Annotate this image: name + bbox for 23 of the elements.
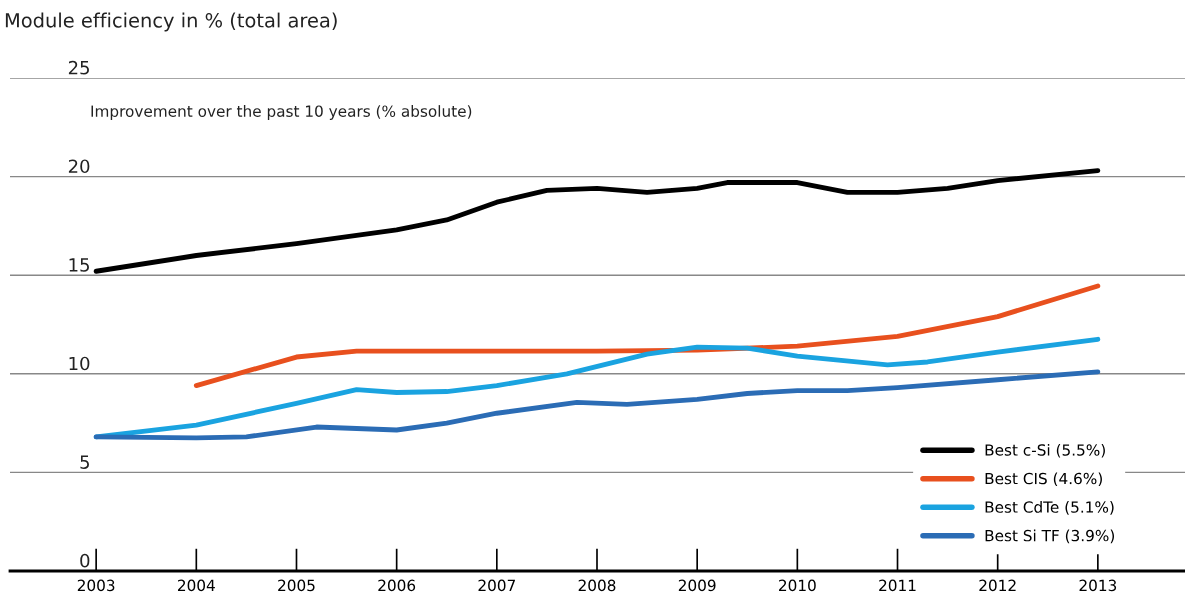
x-tick-label: 2008 <box>578 579 616 592</box>
legend-label: Best CdTe (5.1%) <box>985 501 1114 515</box>
y-tick-label: 10 <box>69 356 90 371</box>
x-tick-label: 2003 <box>77 579 115 592</box>
x-tick-label: 2004 <box>178 579 215 592</box>
x-tick-label: 2007 <box>478 579 515 592</box>
legend-label: Best CIS (4.6%) <box>985 472 1102 487</box>
x-tick-label: 2011 <box>879 579 916 592</box>
y-tick-label: 20 <box>68 159 90 174</box>
y-tick-label: 15 <box>69 258 89 272</box>
legend-label: Best Si TF (3.9%) <box>985 529 1115 544</box>
x-tick-label: 2006 <box>378 579 416 592</box>
annotation: Improvement over the past 10 years (% absolute) <box>91 105 472 120</box>
y-tick-label: 5 <box>80 455 89 469</box>
x-tick-label: 2005 <box>278 579 315 592</box>
x-tick-label: 2012 <box>979 579 1016 592</box>
x-tick-label: 2010 <box>779 579 816 592</box>
legend-label: Best c-Si (5.5%) <box>985 443 1105 458</box>
y-tick-label: 25 <box>68 60 89 75</box>
x-tick-label: 2009 <box>678 579 716 592</box>
x-tick-label: 2013 <box>1079 579 1117 592</box>
y-tick-label: 0 <box>80 553 90 568</box>
chart-title: Module efficiency in % (total area) <box>5 12 337 32</box>
